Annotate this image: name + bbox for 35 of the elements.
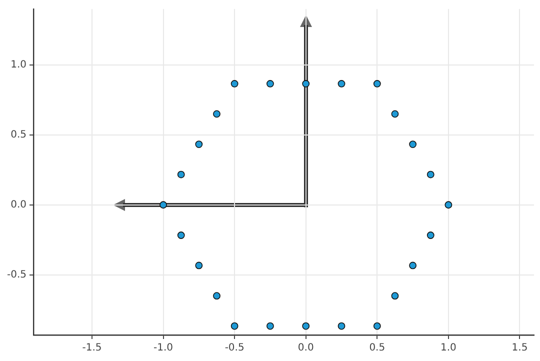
point	[266, 322, 274, 330]
point	[230, 322, 238, 330]
point	[426, 170, 434, 178]
point	[444, 201, 452, 209]
x-tick-label: 0.5	[369, 342, 386, 354]
point	[230, 80, 238, 88]
x-tick-label: -0.5	[224, 342, 244, 354]
point	[373, 322, 381, 330]
x-tick-label: -1.0	[154, 342, 174, 354]
point	[391, 110, 399, 118]
point	[409, 262, 416, 270]
y-tick-label: -0.5	[6, 269, 27, 280]
point	[338, 322, 346, 330]
point	[391, 292, 399, 300]
point	[177, 232, 185, 239]
y-tick-label: 0.0	[10, 199, 27, 210]
point	[409, 140, 416, 148]
x-tick-label: 1.0	[440, 342, 456, 354]
point	[426, 232, 434, 239]
point	[213, 292, 220, 300]
x-tick-label: -1.5	[82, 342, 102, 354]
y-tick-label: 0.5	[10, 130, 27, 141]
point	[160, 201, 167, 209]
point	[195, 140, 203, 148]
y-tick-label: 1.0	[10, 60, 27, 71]
point	[177, 170, 185, 178]
point	[213, 110, 220, 118]
point	[373, 80, 381, 88]
x-tick-label: 0.0	[298, 342, 314, 354]
point	[195, 262, 203, 270]
point	[338, 80, 346, 88]
point	[266, 80, 274, 88]
point	[302, 322, 310, 330]
point	[302, 80, 310, 88]
x-tick-label: 1.5	[512, 342, 528, 354]
